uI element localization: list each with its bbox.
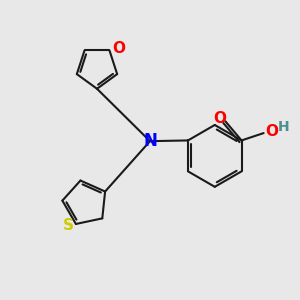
Text: H: H <box>278 120 290 134</box>
Text: O: O <box>112 41 125 56</box>
Text: N: N <box>143 132 157 150</box>
Text: S: S <box>63 218 74 233</box>
Text: O: O <box>265 124 278 139</box>
Text: O: O <box>214 111 226 126</box>
